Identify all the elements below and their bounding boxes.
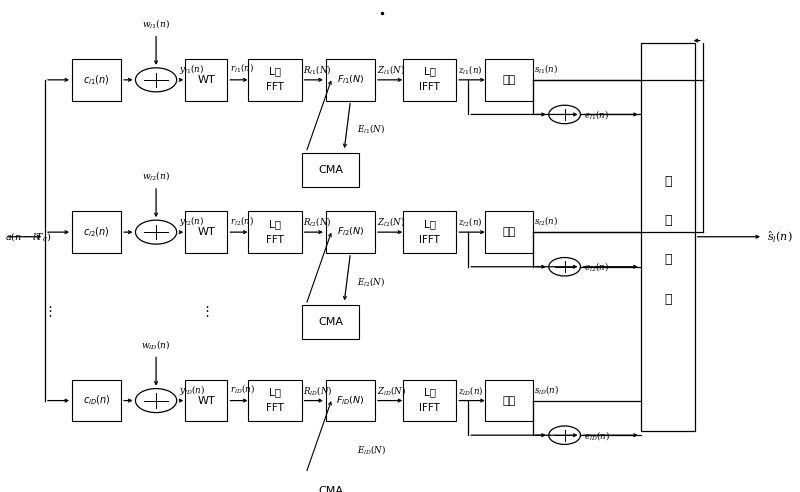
Text: L点: L点 (424, 219, 436, 229)
Text: FFT: FFT (266, 235, 284, 245)
Text: 判决: 判决 (502, 227, 516, 237)
Text: $y_{lD}(n)$: $y_{lD}(n)$ (179, 382, 205, 397)
Bar (641, 43, 694, 430)
Bar (72, 380, 121, 421)
Text: $w_{lD}(n)$: $w_{lD}(n)$ (142, 338, 170, 351)
Text: $\vdots$: $\vdots$ (203, 305, 210, 319)
Text: WT: WT (197, 227, 215, 237)
Text: 逻: 逻 (664, 253, 671, 266)
Circle shape (549, 426, 581, 444)
Text: $F_{l2}(N)$: $F_{l2}(N)$ (337, 226, 364, 239)
Text: $e_{l2}(n)$: $e_{l2}(n)$ (585, 260, 610, 273)
Bar (72, 212, 121, 253)
Text: WT: WT (197, 396, 215, 405)
Text: $F_{lD}(N)$: $F_{lD}(N)$ (336, 394, 365, 407)
Bar (185, 212, 227, 253)
Text: $r_{l1}(n)$: $r_{l1}(n)$ (230, 62, 254, 74)
Text: 判决: 判决 (502, 75, 516, 85)
Text: $R_{l2}(N)$: $R_{l2}(N)$ (303, 215, 331, 228)
Text: $R_{lD}(N)$: $R_{lD}(N)$ (303, 384, 333, 397)
Text: $\hat{s}_l(n)$: $\hat{s}_l(n)$ (767, 229, 793, 244)
Bar (403, 380, 456, 421)
Text: $z_{l2}(n)$: $z_{l2}(n)$ (458, 215, 482, 228)
Text: L点: L点 (269, 219, 281, 229)
Text: $y_{l1}(n)$: $y_{l1}(n)$ (179, 62, 204, 76)
Text: $e_{l1}(n)$: $e_{l1}(n)$ (585, 108, 610, 121)
Text: CMA: CMA (318, 317, 343, 327)
Text: WT: WT (197, 75, 215, 85)
Text: $Z_{lD}(N)$: $Z_{lD}(N)$ (377, 384, 406, 397)
Circle shape (549, 257, 581, 276)
Text: $s_{lD}(n)$: $s_{lD}(n)$ (534, 383, 560, 396)
Text: IFFT: IFFT (419, 82, 440, 92)
Text: 判决: 判决 (502, 396, 516, 405)
Text: FFT: FFT (266, 403, 284, 413)
Text: $r_{lD}(n)$: $r_{lD}(n)$ (230, 382, 254, 395)
Text: $Z_{l1}(N)$: $Z_{l1}(N)$ (377, 63, 405, 76)
Circle shape (549, 105, 581, 123)
Bar (326, 380, 375, 421)
Text: L点: L点 (269, 387, 281, 397)
Text: $c_{lD}(n)$: $c_{lD}(n)$ (82, 394, 110, 407)
Text: $s_{l2}(n)$: $s_{l2}(n)$ (534, 214, 558, 227)
Bar (302, 153, 359, 187)
Bar (326, 59, 375, 100)
Text: $r_{l2}(n)$: $r_{l2}(n)$ (230, 214, 254, 227)
Bar (302, 305, 359, 339)
Bar (249, 380, 302, 421)
Bar (249, 59, 302, 100)
Text: $F_{l1}(N)$: $F_{l1}(N)$ (337, 74, 364, 86)
Circle shape (135, 220, 177, 244)
Text: $e_{lD}(n)$: $e_{lD}(n)$ (585, 429, 610, 442)
Bar (486, 59, 533, 100)
Bar (403, 212, 456, 253)
Text: L点: L点 (424, 387, 436, 397)
Bar (326, 212, 375, 253)
Text: 择: 择 (664, 214, 671, 227)
Text: $E_{l2}(N)$: $E_{l2}(N)$ (357, 275, 385, 288)
Text: $z_{lD}(n)$: $z_{lD}(n)$ (458, 384, 483, 397)
Bar (72, 59, 121, 100)
Text: $\vdots$: $\vdots$ (46, 305, 52, 319)
Text: FFT: FFT (266, 82, 284, 92)
Text: CMA: CMA (318, 486, 343, 492)
Text: $w_{l1}(n)$: $w_{l1}(n)$ (142, 17, 170, 30)
Text: IFFT: IFFT (419, 403, 440, 413)
Text: $E_{l1}(N)$: $E_{l1}(N)$ (357, 123, 385, 135)
Bar (486, 380, 533, 421)
Text: $E_{lD}(N)$: $E_{lD}(N)$ (357, 443, 386, 456)
Text: $a(n-lT_c)$: $a(n-lT_c)$ (6, 230, 52, 243)
Text: $c_{l2}(n)$: $c_{l2}(n)$ (83, 225, 110, 239)
Text: 辑: 辑 (664, 293, 671, 306)
Text: $z_{l1}(n)$: $z_{l1}(n)$ (458, 63, 482, 76)
Bar (302, 473, 359, 492)
Text: $w_{l2}(n)$: $w_{l2}(n)$ (142, 169, 170, 183)
Text: $R_{l1}(N)$: $R_{l1}(N)$ (303, 63, 331, 76)
Bar (185, 380, 227, 421)
Text: CMA: CMA (318, 165, 343, 175)
Bar (403, 59, 456, 100)
Circle shape (135, 389, 177, 413)
Text: $Z_{l2}(N)$: $Z_{l2}(N)$ (377, 215, 405, 228)
Text: $y_{l2}(n)$: $y_{l2}(n)$ (179, 214, 204, 228)
Text: $s_{l1}(n)$: $s_{l1}(n)$ (534, 62, 558, 75)
Bar (249, 212, 302, 253)
Text: 选: 选 (664, 175, 671, 188)
Text: L点: L点 (269, 66, 281, 77)
Text: $c_{l1}(n)$: $c_{l1}(n)$ (83, 73, 110, 87)
Text: IFFT: IFFT (419, 235, 440, 245)
Circle shape (135, 68, 177, 92)
Bar (185, 59, 227, 100)
Bar (486, 212, 533, 253)
Text: L点: L点 (424, 66, 436, 77)
